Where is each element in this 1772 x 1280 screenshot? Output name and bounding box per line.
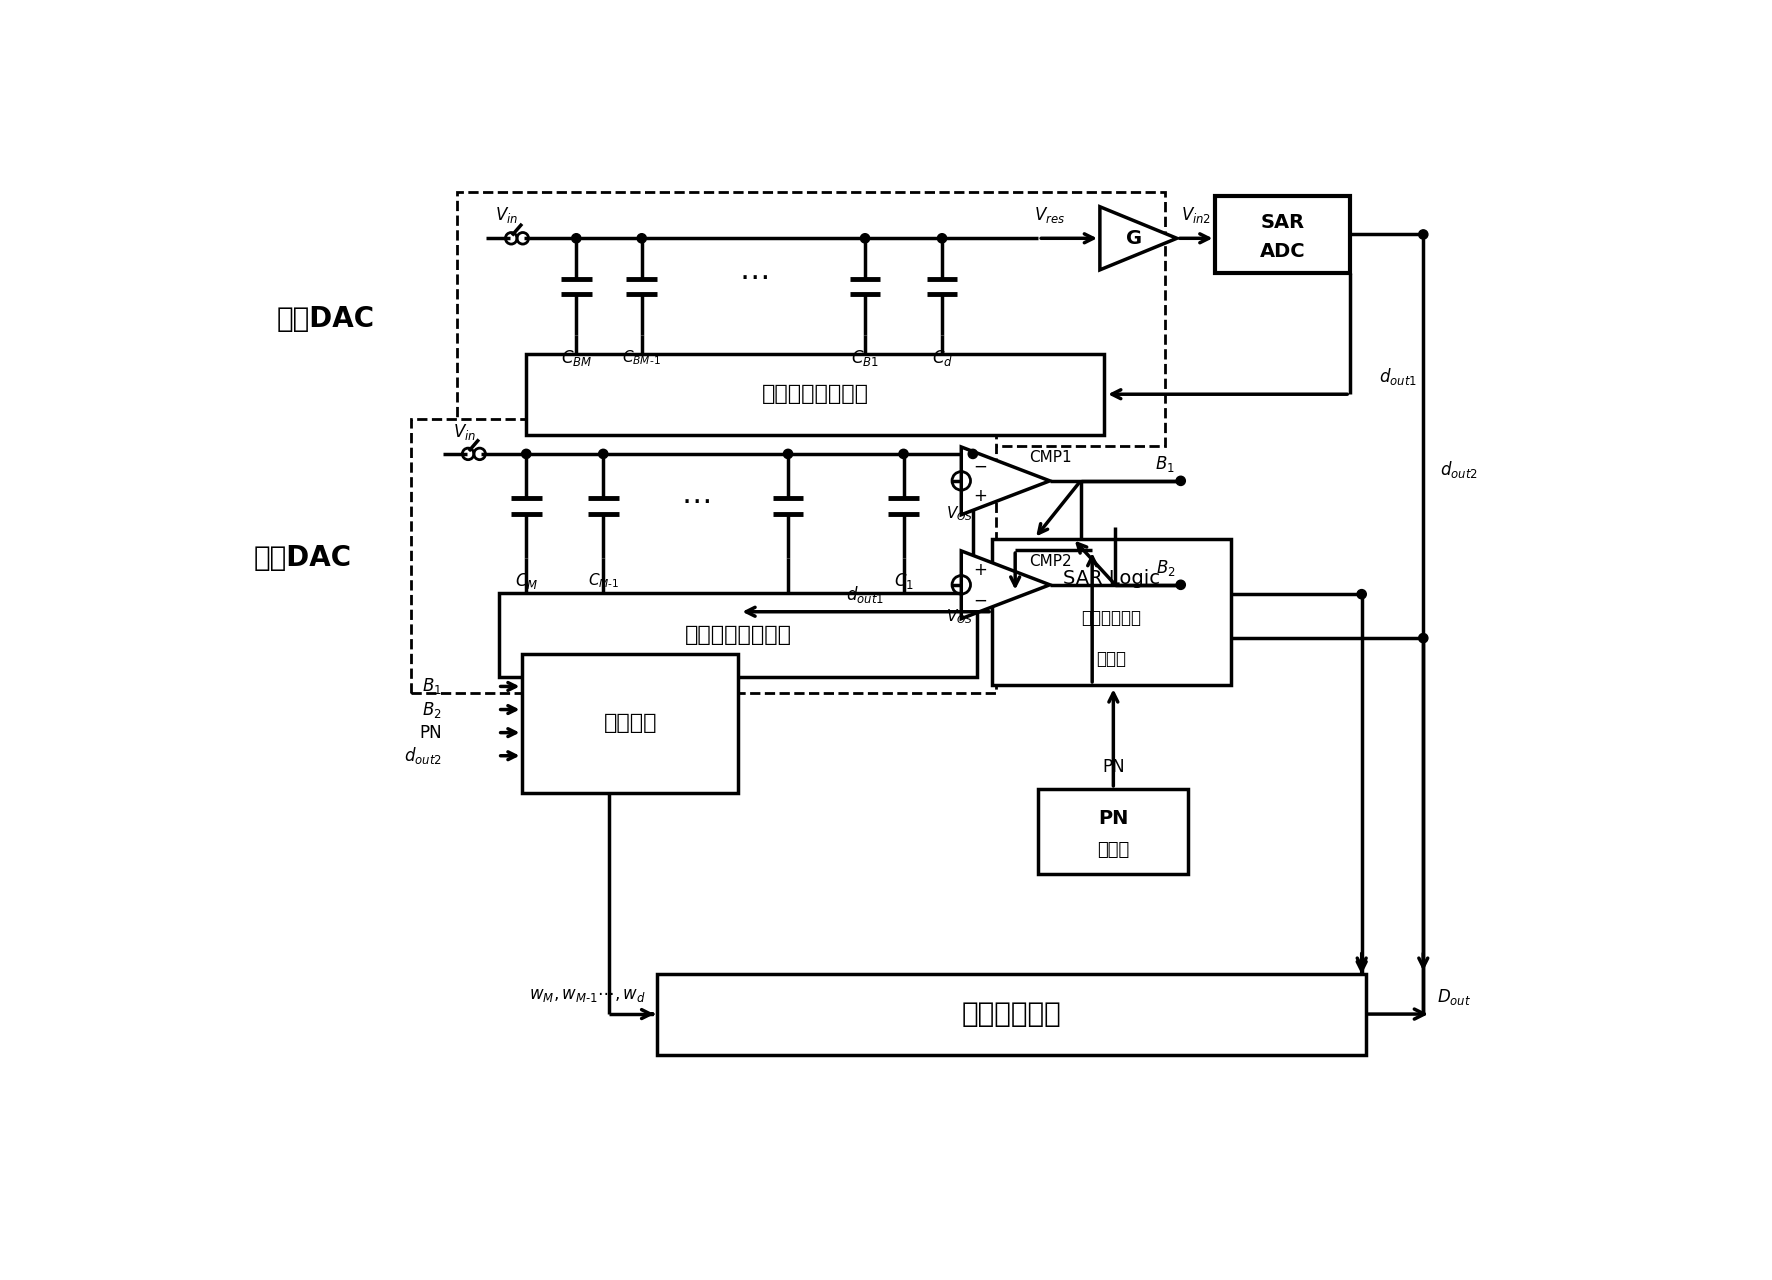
Bar (411, 420, 996, 692)
Text: SAR: SAR (1260, 214, 1304, 233)
Text: $B_2$: $B_2$ (422, 700, 441, 719)
Text: $B_1$: $B_1$ (1155, 454, 1175, 474)
Text: $V_{OS}$: $V_{OS}$ (946, 608, 973, 626)
Text: $C_{BM}$: $C_{BM}$ (560, 348, 592, 367)
Text: 第二DAC: 第二DAC (276, 305, 376, 333)
Bar (526, 353, 1104, 435)
Bar (992, 539, 1232, 685)
Text: ADC: ADC (1260, 242, 1306, 261)
Circle shape (521, 449, 532, 458)
Text: 参考电压开关阵列: 参考电压开关阵列 (762, 384, 868, 404)
Text: 数字误差校正: 数字误差校正 (962, 1000, 1061, 1028)
Text: $V_{in}$: $V_{in}$ (496, 205, 519, 225)
Circle shape (783, 449, 792, 458)
Circle shape (638, 234, 647, 243)
Text: $C_M$: $C_M$ (514, 571, 539, 591)
Text: 校准模块: 校准模块 (604, 713, 657, 733)
Text: $C_{B1}$: $C_{B1}$ (851, 348, 879, 367)
Text: CMP2: CMP2 (1030, 554, 1072, 570)
Text: G: G (1127, 229, 1143, 248)
Text: 生成器: 生成器 (1097, 841, 1129, 859)
Polygon shape (1100, 207, 1177, 270)
Text: $C_d$: $C_d$ (932, 348, 953, 367)
Text: $V_{res}$: $V_{res}$ (1035, 205, 1065, 225)
Text: PN: PN (418, 723, 441, 741)
Text: $d_{out2}$: $d_{out2}$ (1441, 458, 1478, 480)
Text: $B_2$: $B_2$ (1155, 558, 1175, 577)
Bar (523, 654, 737, 792)
Text: 第一DAC: 第一DAC (253, 544, 353, 572)
Text: $d_{out2}$: $d_{out2}$ (404, 745, 441, 767)
Text: $-$: $-$ (973, 590, 987, 609)
Text: $V_{in}$: $V_{in}$ (454, 422, 477, 443)
Circle shape (1177, 476, 1185, 485)
Circle shape (1419, 230, 1428, 239)
Text: $\cdots$: $\cdots$ (680, 485, 711, 515)
Circle shape (968, 449, 978, 458)
Bar (1216, 196, 1350, 273)
Text: $-$: $-$ (973, 457, 987, 475)
Text: $B_1$: $B_1$ (422, 676, 441, 696)
Polygon shape (960, 550, 1049, 618)
Text: $C_{M\text{-}1}$: $C_{M\text{-}1}$ (588, 572, 618, 590)
Bar (457, 192, 1166, 447)
Circle shape (1177, 580, 1185, 589)
Circle shape (861, 234, 870, 243)
Text: $+$: $+$ (973, 561, 987, 579)
Text: $+$: $+$ (973, 486, 987, 504)
Text: 赋値）: 赋値） (1097, 649, 1127, 668)
Text: SAR Logic: SAR Logic (1063, 568, 1161, 588)
Text: $C_1$: $C_1$ (893, 571, 914, 591)
Text: $V_{OS}$: $V_{OS}$ (946, 504, 973, 522)
Text: $\cdots$: $\cdots$ (739, 262, 767, 292)
Text: CMP1: CMP1 (1030, 451, 1072, 465)
Text: $d_{out1}$: $d_{out1}$ (1379, 366, 1416, 388)
Text: $w_M,w_{M\text{-}1}\cdots,w_d$: $w_M,w_{M\text{-}1}\cdots,w_d$ (530, 986, 645, 1004)
Circle shape (1357, 590, 1366, 599)
Text: PN: PN (1099, 809, 1129, 828)
Text: $V_{in2}$: $V_{in2}$ (1180, 205, 1212, 225)
Bar (657, 974, 1366, 1055)
Text: （包括检测和: （包括检测和 (1081, 608, 1141, 627)
Text: 参考电压开关阵列: 参考电压开关阵列 (684, 625, 792, 645)
Text: $d_{out1}$: $d_{out1}$ (845, 584, 884, 605)
Circle shape (937, 234, 946, 243)
Bar (500, 593, 976, 677)
Bar (1038, 788, 1189, 873)
Circle shape (898, 449, 907, 458)
Circle shape (1419, 634, 1428, 643)
Polygon shape (960, 447, 1049, 515)
Text: $D_{out}$: $D_{out}$ (1437, 987, 1471, 1007)
Circle shape (599, 449, 608, 458)
Text: $C_{BM\text{-}1}$: $C_{BM\text{-}1}$ (622, 348, 661, 367)
Text: PN: PN (1102, 758, 1125, 776)
Circle shape (572, 234, 581, 243)
